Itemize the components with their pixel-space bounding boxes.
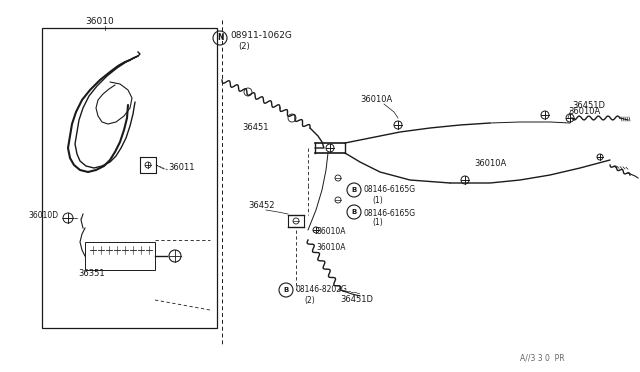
Text: 36010A: 36010A <box>316 228 346 237</box>
Text: B: B <box>351 209 356 215</box>
Text: 36010: 36010 <box>85 17 114 26</box>
Text: 36010A: 36010A <box>316 244 346 253</box>
Text: 36451D: 36451D <box>340 295 373 305</box>
Text: 36010D: 36010D <box>28 212 58 221</box>
Text: 08146-6165G: 08146-6165G <box>364 186 416 195</box>
Bar <box>85 242 155 270</box>
Text: 36010A: 36010A <box>568 108 600 116</box>
Text: 08146-6165G: 08146-6165G <box>364 208 416 218</box>
Text: B: B <box>351 187 356 193</box>
Text: A//3 3 0  PR: A//3 3 0 PR <box>520 353 564 362</box>
Text: 36010A: 36010A <box>360 96 392 105</box>
Text: 36010A: 36010A <box>474 160 506 169</box>
Text: 08911-1062G: 08911-1062G <box>230 32 292 41</box>
Text: B: B <box>284 287 289 293</box>
Text: 36451: 36451 <box>242 124 269 132</box>
Text: (2): (2) <box>304 295 315 305</box>
Text: (2): (2) <box>238 42 250 51</box>
Text: 08146-8202G: 08146-8202G <box>296 285 348 295</box>
Text: 36451D: 36451D <box>572 102 605 110</box>
Text: (1): (1) <box>372 196 383 205</box>
Text: 36011: 36011 <box>168 164 195 173</box>
Text: 36351: 36351 <box>78 269 104 279</box>
Text: (1): (1) <box>372 218 383 228</box>
Text: N: N <box>217 33 223 42</box>
Bar <box>42 28 217 328</box>
Text: 36452: 36452 <box>248 202 275 211</box>
